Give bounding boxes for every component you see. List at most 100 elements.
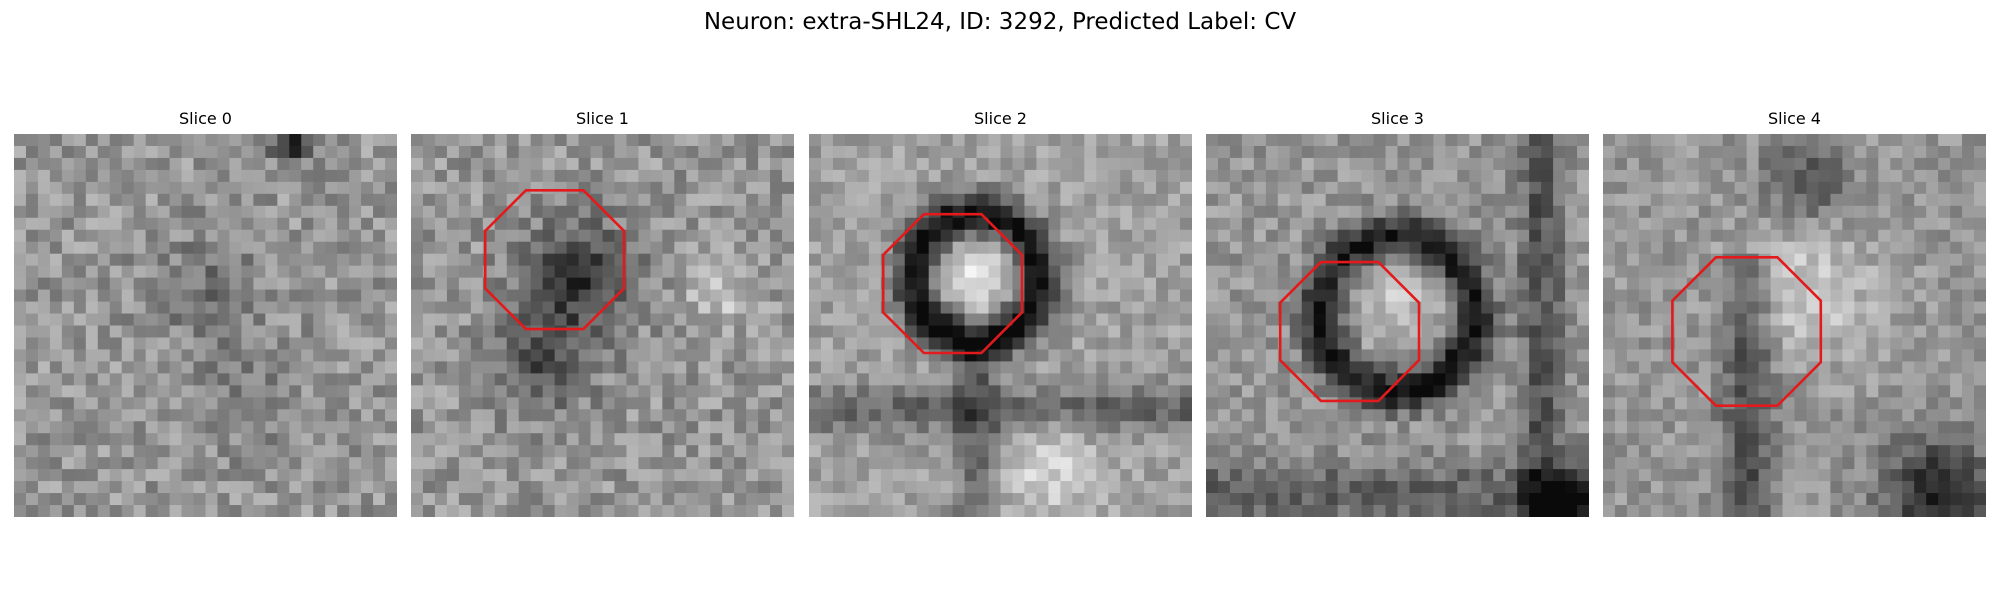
image-pixel <box>1902 229 1915 243</box>
image-pixel <box>1132 313 1145 327</box>
image-pixel <box>1361 193 1375 207</box>
image-pixel <box>1325 205 1339 219</box>
image-pixel <box>1758 217 1772 231</box>
image-pixel <box>626 457 640 470</box>
image-pixel <box>710 229 723 243</box>
image-pixel <box>1782 301 1796 315</box>
image-pixel <box>892 385 906 398</box>
image-pixel <box>109 289 123 303</box>
image-pixel <box>1577 313 1589 327</box>
image-pixel <box>746 134 759 147</box>
image-pixel <box>265 313 278 327</box>
image-pixel <box>1698 205 1712 219</box>
image-pixel <box>1433 373 1446 386</box>
image-pixel <box>1385 433 1399 446</box>
image-pixel <box>1806 229 1820 243</box>
image-pixel <box>578 481 592 494</box>
image-pixel <box>602 481 616 494</box>
image-pixel <box>590 409 604 422</box>
image-pixel <box>169 469 183 482</box>
image-pixel <box>1638 217 1652 231</box>
image-pixel <box>1277 217 1291 231</box>
image-pixel <box>1457 169 1470 183</box>
image-pixel <box>1156 505 1169 517</box>
image-pixel <box>193 505 207 517</box>
image-pixel <box>37 385 51 398</box>
image-pixel <box>337 325 350 339</box>
image-pixel <box>301 457 314 470</box>
image-pixel <box>1000 409 1014 422</box>
image-pixel <box>1962 229 1975 243</box>
image-pixel <box>976 409 990 422</box>
image-pixel <box>1770 301 1784 315</box>
image-pixel <box>1830 205 1843 219</box>
image-pixel <box>1253 397 1267 410</box>
image-pixel <box>1866 253 1879 267</box>
image-pixel <box>1072 361 1085 374</box>
image-pixel <box>1241 469 1255 482</box>
image-pixel <box>1902 217 1915 231</box>
image-pixel <box>1349 349 1363 363</box>
image-pixel <box>1301 181 1315 195</box>
image-pixel <box>1974 277 1986 291</box>
image-pixel <box>976 134 990 147</box>
image-pixel <box>1289 301 1303 315</box>
image-pixel <box>1108 397 1121 410</box>
image-pixel <box>1373 505 1387 517</box>
image-pixel <box>1746 445 1760 458</box>
image-pixel <box>964 385 978 398</box>
image-pixel <box>1433 205 1446 219</box>
image-pixel <box>782 253 794 267</box>
image-pixel <box>434 181 448 195</box>
image-pixel <box>1397 349 1411 363</box>
image-pixel <box>97 469 111 482</box>
image-pixel <box>650 241 663 255</box>
image-pixel <box>904 134 918 147</box>
image-pixel <box>1325 301 1339 315</box>
image-pixel <box>1072 277 1085 291</box>
image-pixel <box>518 277 532 291</box>
image-pixel <box>578 241 592 255</box>
image-pixel <box>1108 301 1121 315</box>
image-pixel <box>1397 493 1411 506</box>
image-pixel <box>145 385 159 398</box>
image-pixel <box>313 181 326 195</box>
image-pixel <box>1000 337 1014 351</box>
image-pixel <box>1722 397 1736 410</box>
image-pixel <box>1650 409 1664 422</box>
image-pixel <box>422 313 436 327</box>
image-pixel <box>1325 313 1339 327</box>
image-pixel <box>121 301 135 315</box>
image-pixel <box>554 301 568 315</box>
image-pixel <box>1144 469 1157 482</box>
image-pixel <box>952 193 966 207</box>
image-pixel <box>1950 145 1963 159</box>
image-pixel <box>1950 397 1963 410</box>
image-pixel <box>494 145 508 159</box>
image-pixel <box>758 349 771 363</box>
image-pixel <box>494 505 508 517</box>
image-pixel <box>434 253 448 267</box>
image-pixel <box>698 445 711 458</box>
image-pixel <box>1806 313 1820 327</box>
image-pixel <box>674 325 687 339</box>
image-pixel <box>820 325 834 339</box>
image-pixel <box>809 193 822 207</box>
image-pixel <box>1926 265 1939 279</box>
image-pixel <box>1084 205 1097 219</box>
image-pixel <box>145 373 159 386</box>
image-pixel <box>506 373 520 386</box>
image-pixel <box>698 481 711 494</box>
image-pixel <box>1914 193 1927 207</box>
image-pixel <box>494 169 508 183</box>
image-pixel <box>782 373 794 386</box>
image-pixel <box>1337 313 1351 327</box>
image-pixel <box>385 301 397 315</box>
image-pixel <box>1553 433 1566 446</box>
image-pixel <box>1313 469 1327 482</box>
image-pixel <box>710 373 723 386</box>
image-pixel <box>614 157 628 171</box>
image-pixel <box>1914 373 1927 386</box>
image-pixel <box>1662 421 1676 434</box>
image-pixel <box>229 505 243 517</box>
